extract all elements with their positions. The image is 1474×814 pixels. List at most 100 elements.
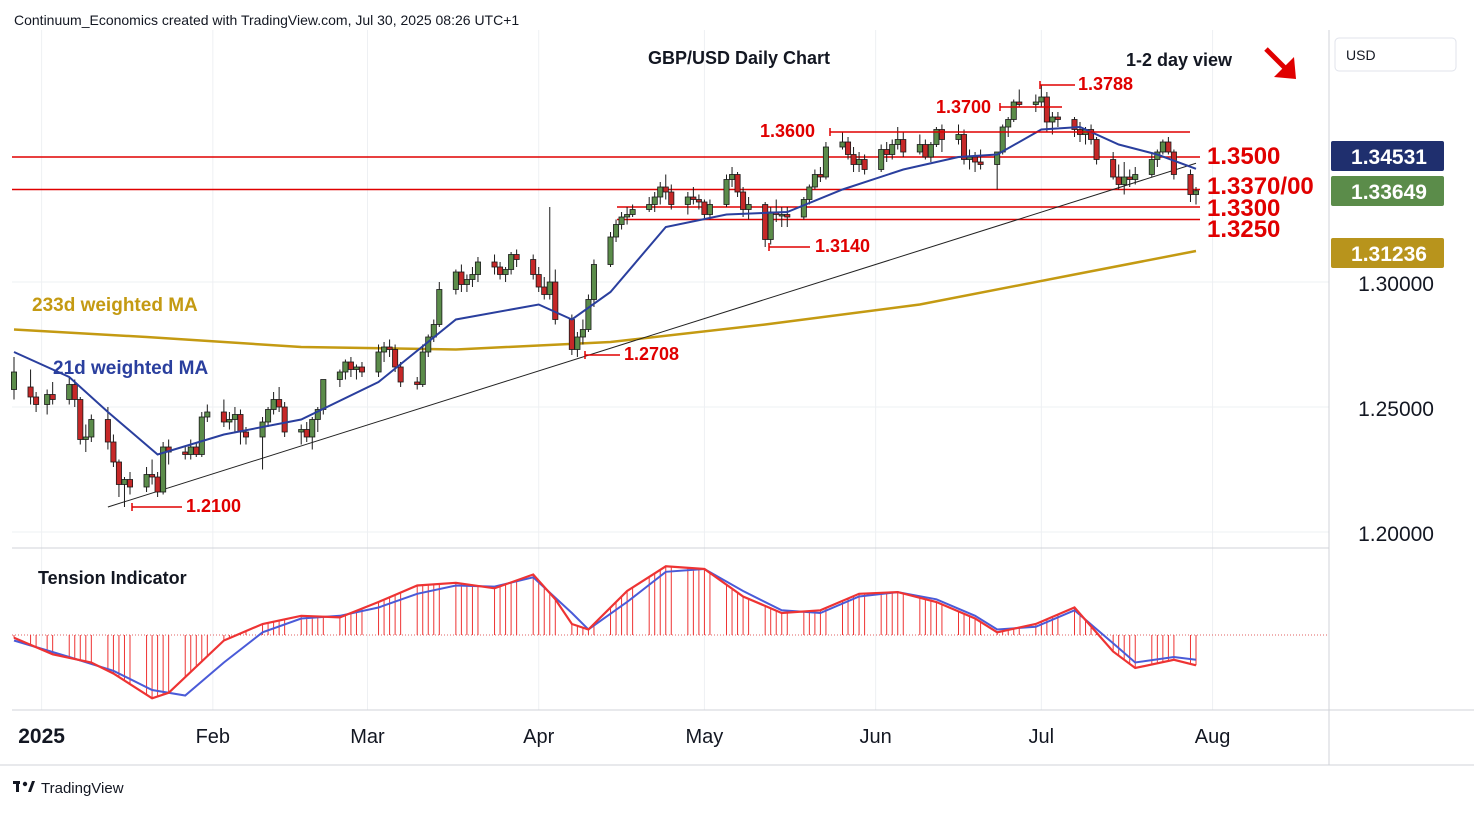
- swing-label: 1.3140: [815, 236, 870, 256]
- candle-body: [281, 406, 288, 433]
- candle: [502, 267, 509, 282]
- candle-body: [1054, 116, 1061, 120]
- candle-body: [342, 361, 349, 373]
- candle-body: [49, 394, 56, 400]
- candle: [613, 219, 620, 242]
- candle-body: [1159, 141, 1166, 153]
- candle-body: [104, 419, 111, 443]
- candle-body: [469, 274, 476, 280]
- tradingview-logo[interactable]: TradingView: [13, 780, 124, 797]
- candle: [375, 344, 382, 377]
- candle: [309, 417, 316, 450]
- candle-body: [414, 381, 421, 385]
- candle-body: [1088, 129, 1095, 140]
- candle-body: [894, 139, 901, 145]
- chart-title: GBP/USD Daily Chart: [648, 48, 830, 68]
- candle: [276, 387, 283, 412]
- ma21-layer: [13, 125, 1197, 456]
- candle: [646, 197, 653, 212]
- candle-body: [320, 379, 327, 410]
- candle: [265, 407, 272, 427]
- candle: [1043, 92, 1050, 132]
- candle: [386, 339, 393, 357]
- view-label: 1-2 day view: [1126, 50, 1233, 70]
- candle-body: [126, 479, 133, 488]
- candle: [1187, 169, 1194, 202]
- swing-annotations: 1.3788 1.3700 1.3600 1.3140 1.2708 1.2100: [131, 74, 1190, 516]
- candle-body: [740, 191, 747, 210]
- candle: [552, 269, 559, 325]
- candle: [861, 154, 868, 175]
- candle-body: [154, 476, 161, 493]
- frame: [0, 30, 1474, 766]
- candle-body: [82, 436, 89, 440]
- tradingview-brand: TradingView: [41, 780, 124, 797]
- candle: [811, 169, 818, 190]
- tension-fast-line: [13, 565, 1197, 700]
- candle-body: [624, 214, 631, 218]
- candle-body: [375, 351, 382, 373]
- candle-body: [381, 346, 388, 353]
- candle: [651, 192, 658, 212]
- candle-body: [121, 479, 128, 485]
- candle: [82, 424, 89, 452]
- candle-body: [1165, 141, 1172, 153]
- candle-body: [916, 144, 923, 153]
- candle: [745, 197, 752, 220]
- candle-body: [618, 216, 625, 225]
- candle-body: [972, 156, 979, 163]
- candle-body: [1038, 96, 1045, 103]
- candle: [143, 467, 150, 492]
- price-badge-label: 1.31236: [1351, 243, 1427, 266]
- candle-body: [386, 346, 393, 350]
- candle-body: [541, 286, 548, 295]
- candle-body: [491, 261, 498, 268]
- candle: [1088, 124, 1095, 145]
- candle-body: [546, 281, 553, 295]
- candle: [723, 174, 730, 207]
- candle: [574, 332, 581, 357]
- candle-body: [182, 451, 189, 455]
- candle: [1093, 137, 1100, 165]
- candle: [900, 132, 907, 157]
- price-badge-label: 1.34531: [1351, 146, 1427, 169]
- candle-body: [226, 419, 233, 423]
- candle-body: [662, 186, 669, 193]
- currency-box[interactable]: [1334, 37, 1457, 72]
- candle: [624, 207, 631, 225]
- candle: [690, 187, 697, 205]
- ma21-label: 21d weighted MA: [53, 358, 208, 379]
- candle-body: [856, 159, 863, 165]
- candle: [977, 149, 984, 170]
- candles: [10, 85, 1200, 507]
- x-tick-label: Feb: [196, 726, 230, 748]
- candle: [618, 212, 625, 230]
- tradingview-logo-icon: [13, 781, 35, 792]
- candle: [10, 357, 17, 400]
- swing-label: 1.3700: [936, 97, 991, 117]
- grid: [12, 30, 1329, 710]
- candle-body: [938, 129, 945, 140]
- candle-body: [590, 264, 597, 300]
- candle-body: [977, 161, 984, 165]
- candle-body: [149, 474, 156, 478]
- candle-body: [922, 144, 929, 158]
- candle-body: [767, 211, 774, 240]
- candle: [800, 197, 807, 220]
- candle-body: [1132, 174, 1139, 180]
- candle-body: [613, 224, 620, 238]
- candle: [226, 412, 233, 430]
- candle: [397, 362, 404, 387]
- candle-body: [883, 149, 890, 155]
- candle-body: [27, 386, 34, 398]
- candle-body: [160, 446, 167, 493]
- candle-body: [419, 351, 426, 385]
- candle-body: [392, 349, 399, 368]
- candle: [336, 369, 343, 387]
- candle-body: [1005, 119, 1012, 128]
- candle-body: [88, 419, 95, 438]
- candle-body: [850, 154, 857, 165]
- axes: 2025 Feb Mar Apr May Jun Jul Aug 1.30000 1.25000 1…: [18, 273, 1434, 748]
- candle: [535, 267, 542, 292]
